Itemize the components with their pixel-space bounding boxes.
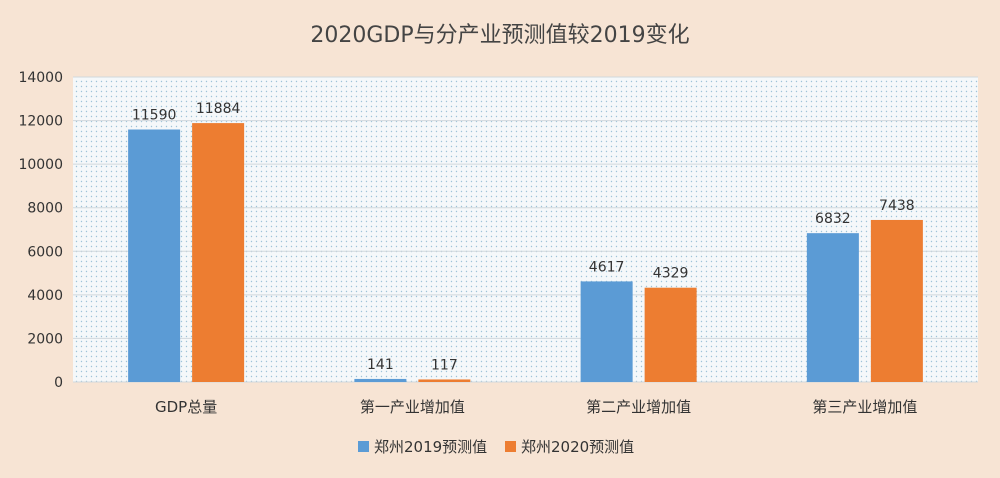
x-category-label: 第三产业增加值 [812, 398, 917, 416]
data-label: 141 [367, 357, 394, 373]
bar [354, 378, 407, 382]
data-label: 7438 [879, 198, 915, 214]
bar [870, 219, 923, 382]
y-tick-label: 10000 [18, 157, 63, 173]
y-tick-label: 2000 [27, 331, 63, 347]
bar [580, 281, 633, 382]
x-category-label: 第二产业增加值 [586, 398, 691, 416]
data-labels: 11590 11884 141 117 4617 4329 6832 7438 [132, 101, 915, 373]
data-label: 11590 [132, 108, 177, 124]
data-label: 4329 [653, 266, 689, 282]
y-tick-label: 0 [54, 375, 63, 391]
chart-title: 2020GDP与分产业预测值较2019变化 [310, 23, 689, 48]
bar [806, 233, 859, 382]
y-axis: 0 2000 4000 6000 8000 10000 12000 14000 [18, 70, 63, 391]
data-label: 4617 [589, 259, 625, 275]
bar [128, 129, 181, 382]
bar [418, 379, 471, 382]
bar [644, 287, 697, 382]
legend: 郑州2019预测值 郑州2020预测值 [358, 438, 634, 456]
legend-label: 郑州2019预测值 [374, 438, 487, 456]
x-category-label: GDP总量 [155, 398, 217, 416]
y-tick-label: 14000 [18, 70, 63, 86]
y-tick-label: 8000 [27, 201, 63, 217]
legend-swatch [505, 441, 516, 452]
x-axis: GDP总量 第一产业增加值 第二产业增加值 第三产业增加值 [155, 398, 917, 416]
y-tick-label: 12000 [18, 114, 63, 130]
legend-swatch [358, 441, 369, 452]
data-label: 11884 [196, 101, 241, 117]
bar [192, 123, 245, 382]
data-label: 6832 [815, 211, 851, 227]
bars [128, 123, 923, 382]
data-label: 117 [431, 357, 458, 373]
x-category-label: 第一产业增加值 [360, 398, 465, 416]
y-tick-label: 6000 [27, 244, 63, 260]
legend-label: 郑州2020预测值 [521, 438, 634, 456]
y-tick-label: 4000 [27, 288, 63, 304]
